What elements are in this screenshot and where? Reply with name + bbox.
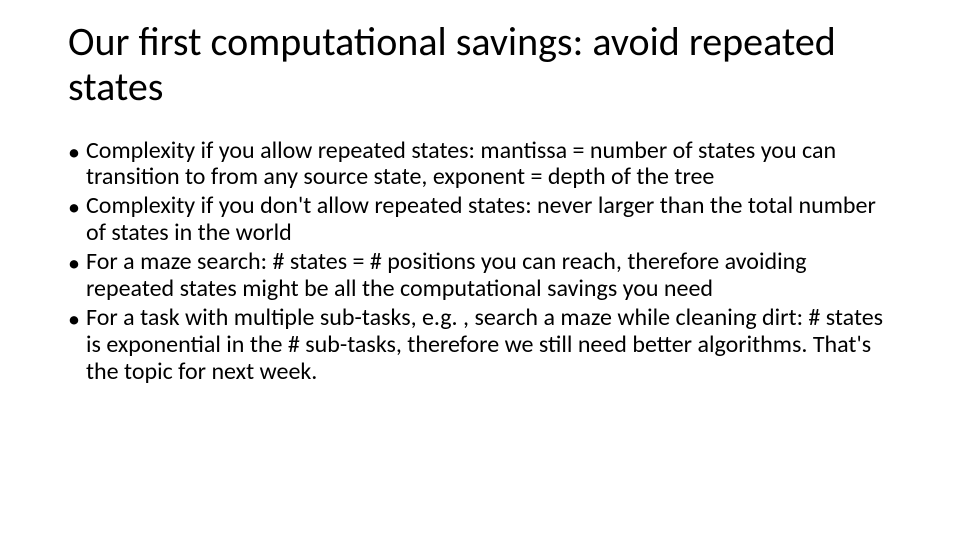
slide: Our first computational savings: avoid r… (0, 0, 960, 540)
bullet-text: For a task with multiple sub-tasks, e.g.… (86, 305, 892, 386)
bullet-dot-icon: • (68, 138, 86, 192)
slide-title: Our first computational savings: avoid r… (68, 20, 892, 110)
bullet-text: For a maze search: # states = # position… (86, 249, 892, 303)
bullet-text: Complexity if you don't allow repeated s… (86, 193, 892, 247)
bullet-dot-icon: • (68, 249, 86, 303)
bullet-item: • Complexity if you allow repeated state… (68, 138, 892, 192)
bullet-item: • For a task with multiple sub-tasks, e.… (68, 305, 892, 386)
slide-body: • Complexity if you allow repeated state… (68, 138, 892, 386)
bullet-item: • Complexity if you don't allow repeated… (68, 193, 892, 247)
bullet-item: • For a maze search: # states = # positi… (68, 249, 892, 303)
bullet-dot-icon: • (68, 305, 86, 386)
bullet-dot-icon: • (68, 193, 86, 247)
bullet-text: Complexity if you allow repeated states:… (86, 138, 892, 192)
